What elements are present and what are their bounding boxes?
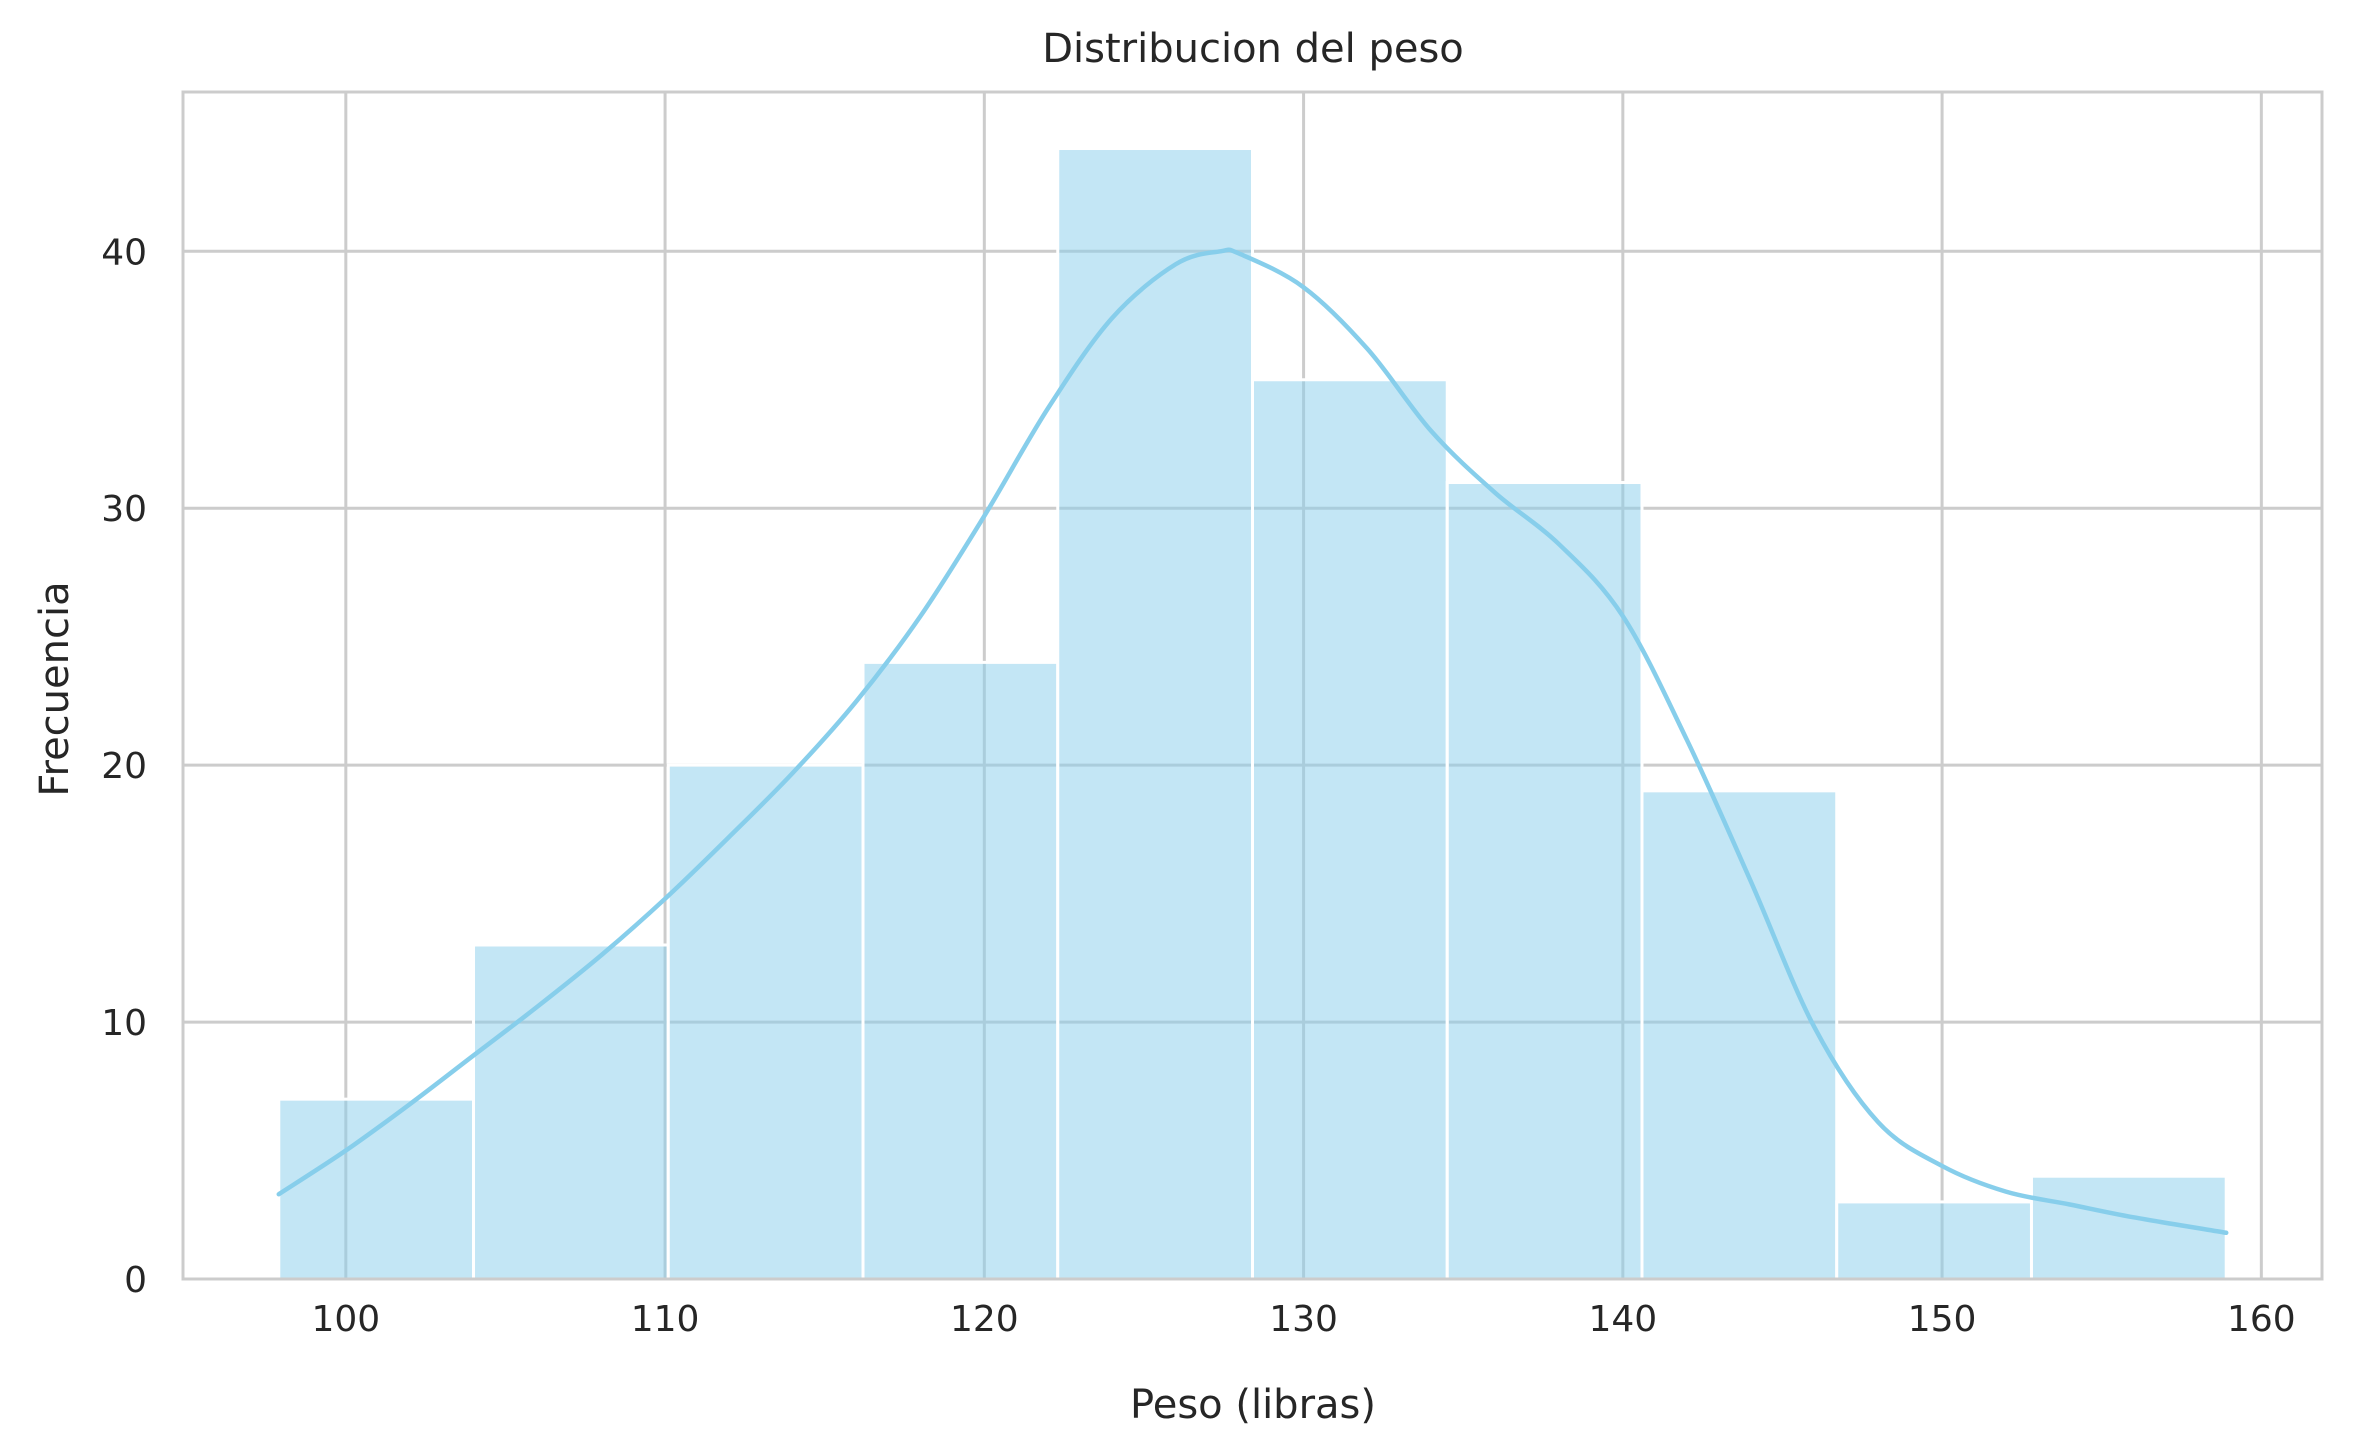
y-tick-labels: 0 10 20 30 40 (101, 232, 147, 1301)
y-tick-label: 20 (101, 746, 147, 787)
y-tick-label: 10 (101, 1003, 147, 1044)
histogram-bar (277, 1097, 476, 1281)
x-tick-label: 120 (950, 1299, 1019, 1340)
histogram-bar (666, 763, 865, 1281)
x-tick-label: 160 (2227, 1299, 2296, 1340)
kde-curve-group (276, 247, 2229, 1235)
y-axis-label: Frecuencia (32, 581, 78, 796)
histogram-bar (1251, 378, 1449, 1281)
histogram-bar (861, 660, 1060, 1281)
x-tick-label: 150 (1908, 1299, 1977, 1340)
x-tick-label: 100 (311, 1299, 380, 1340)
x-tick-label: 130 (1269, 1299, 1338, 1340)
histogram-bars (277, 147, 2228, 1281)
x-tick-label: 140 (1588, 1299, 1657, 1340)
x-tick-labels: 100 110 120 130 140 150 160 (311, 1299, 2295, 1340)
kde-curve (276, 247, 2229, 1235)
histogram-bar (472, 943, 670, 1281)
histogram-bar (1056, 147, 1255, 1281)
x-axis-label: Peso (libras) (1130, 1382, 1376, 1428)
y-tick-label: 30 (101, 489, 147, 530)
y-tick-label: 40 (101, 232, 147, 273)
histogram-bar (1835, 1200, 2033, 1281)
histogram-bar (1445, 481, 1644, 1281)
chart-title: Distribucion del peso (1042, 26, 1464, 72)
y-tick-label: 0 (124, 1260, 147, 1301)
plot-frame (181, 90, 2324, 1281)
x-tick-label: 110 (631, 1299, 700, 1340)
histogram-bar (1640, 789, 1839, 1281)
